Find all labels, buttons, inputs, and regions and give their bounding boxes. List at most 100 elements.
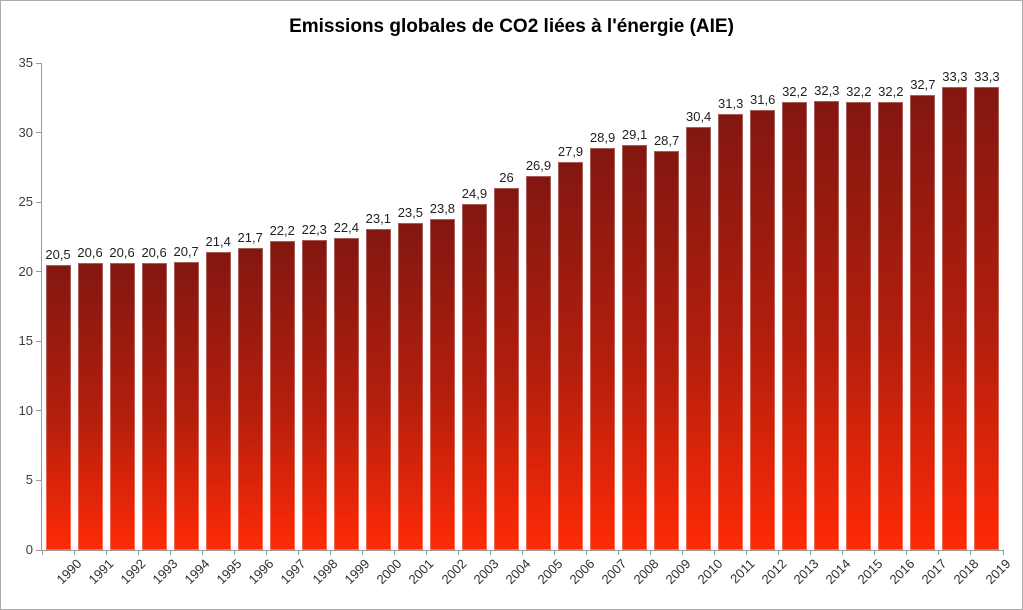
x-axis-label: 1996 [245,556,277,588]
y-axis-label: 30 [18,124,33,140]
bar-value-label: 32,3 [814,82,840,98]
x-axis-tick [554,550,556,555]
bar-value-label: 20,6 [141,245,167,261]
bar-1991: 20,6 [77,245,103,550]
bar-2013: 32,2 [782,84,807,550]
bar-value-label: 24,9 [461,185,488,201]
bar-value-label: 33,3 [942,68,968,84]
x-axis-tick [970,550,972,555]
x-axis-tick [73,550,75,555]
y-axis-label: 35 [18,55,33,70]
y-axis-tick [36,340,42,342]
bar-slot: 29,1 [619,63,651,550]
bar-value-label: 32,2 [878,83,904,99]
x-axis-tick [105,550,107,555]
bar-value-label: 22,4 [333,220,359,236]
x-axis-label: 2001 [405,556,437,588]
x-axis-label: 2000 [373,556,405,588]
bar-slot: 20,6 [74,63,106,550]
y-axis-tick [36,549,42,551]
x-axis-label: 1997 [277,556,309,588]
bar-slot: 22,2 [266,63,298,550]
bar-2015: 32,2 [846,84,871,550]
x-axis-tick [233,550,235,555]
x-axis-tick [746,550,748,555]
y-axis-label: 25 [18,194,33,210]
bar-slot: 22,3 [298,63,330,550]
bar-1999: 22,4 [334,220,359,550]
y-axis-tick [36,410,42,412]
x-axis-tick [457,550,459,555]
bar-value-label: 20,6 [77,245,103,261]
bar-2009: 28,7 [654,133,679,550]
y-axis-label: 20 [18,263,33,279]
bar-slot: 27,9 [555,63,587,550]
x-axis-tick [137,550,139,555]
x-axis-tick [393,550,395,555]
y-axis-tick [36,62,42,64]
bar-value-label: 26 [499,170,514,186]
bar-value-label: 30,4 [685,109,712,125]
bar-slot: 32,7 [907,63,939,550]
x-axis-tick [682,550,684,555]
bar-value-label: 33,3 [974,68,1000,84]
plot-area: 20,5 20,6 20,6 20,6 20,7 21,4 21,7 22,2 22,3 22,4… [19,56,1014,588]
y-axis-label: 5 [25,472,33,488]
x-axis-tick [297,550,299,555]
bar-2012: 31,6 [750,92,775,550]
x-axis-tick [169,550,171,555]
x-axis-tick [41,550,43,555]
chart-title: Emissions globales de CO2 liées à l'éner… [289,16,734,37]
bar-value-label: 28,7 [653,132,680,148]
bar-slot: 21,7 [234,63,266,550]
x-axis-tick [618,550,620,555]
bar-1993: 20,6 [141,245,167,550]
bar-slot: 20,5 [42,63,74,550]
bar-slot: 26 [490,63,522,550]
y-axis-label: 15 [18,333,33,349]
bar-slot: 22,4 [330,63,362,550]
bar-2003: 24,9 [462,186,487,550]
bar-value-label: 32,2 [782,83,808,99]
bar-value-label: 23,1 [365,210,391,226]
x-axis-label: 2013 [790,556,822,588]
x-axis-tick [714,550,716,555]
x-axis-tick [1002,550,1004,555]
bar-slot: 23,8 [426,63,458,550]
bar-value-label: 22,3 [301,221,327,237]
x-axis-tick [906,550,908,555]
bar-slot: 31,6 [747,63,779,550]
y-axis-label: 0 [25,542,33,557]
x-axis-tick [361,550,363,555]
bar-2002: 23,8 [430,201,455,550]
bar-value-label: 29,1 [621,127,648,143]
x-axis-tick [810,550,812,555]
y-axis-tick [36,479,42,481]
bars-container: 20,5 20,6 20,6 20,6 20,7 21,4 21,7 22,2 22,3 22,4… [42,63,1003,550]
bar-slot: 33,3 [939,63,971,550]
bar-value-label: 26,9 [525,157,552,173]
x-axis-label: 1994 [181,556,213,588]
bar-value-label: 22,2 [269,223,295,239]
x-axis-label: 2019 [982,556,1014,588]
bar-slot: 23,5 [394,63,426,550]
x-axis-label: 1992 [117,556,149,588]
bar-1994: 20,7 [173,244,199,550]
y-axis-label: 10 [18,402,33,418]
bar-2005: 26,9 [526,158,551,550]
x-axis-tick [329,550,331,555]
bar-2000: 23,1 [366,211,391,550]
x-axis-label: 1998 [309,556,341,588]
bar-value-label: 20,6 [109,245,135,261]
x-axis-tick [874,550,876,555]
x-axis-tick [425,550,427,555]
bar-value-label: 21,7 [237,230,263,246]
bar-slot: 23,1 [362,63,394,550]
bar-2017: 32,7 [910,77,936,550]
bar-1998: 22,3 [302,222,327,550]
x-axis-label: 2006 [566,556,598,588]
x-axis-tick [650,550,652,555]
bar-value-label: 27,9 [557,143,584,159]
x-axis-label: 1991 [85,556,117,588]
